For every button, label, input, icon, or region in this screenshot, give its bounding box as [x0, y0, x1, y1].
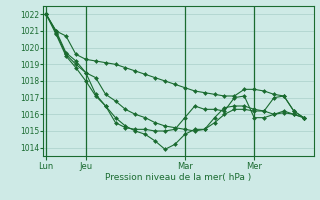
X-axis label: Pression niveau de la mer( hPa ): Pression niveau de la mer( hPa ): [105, 173, 252, 182]
